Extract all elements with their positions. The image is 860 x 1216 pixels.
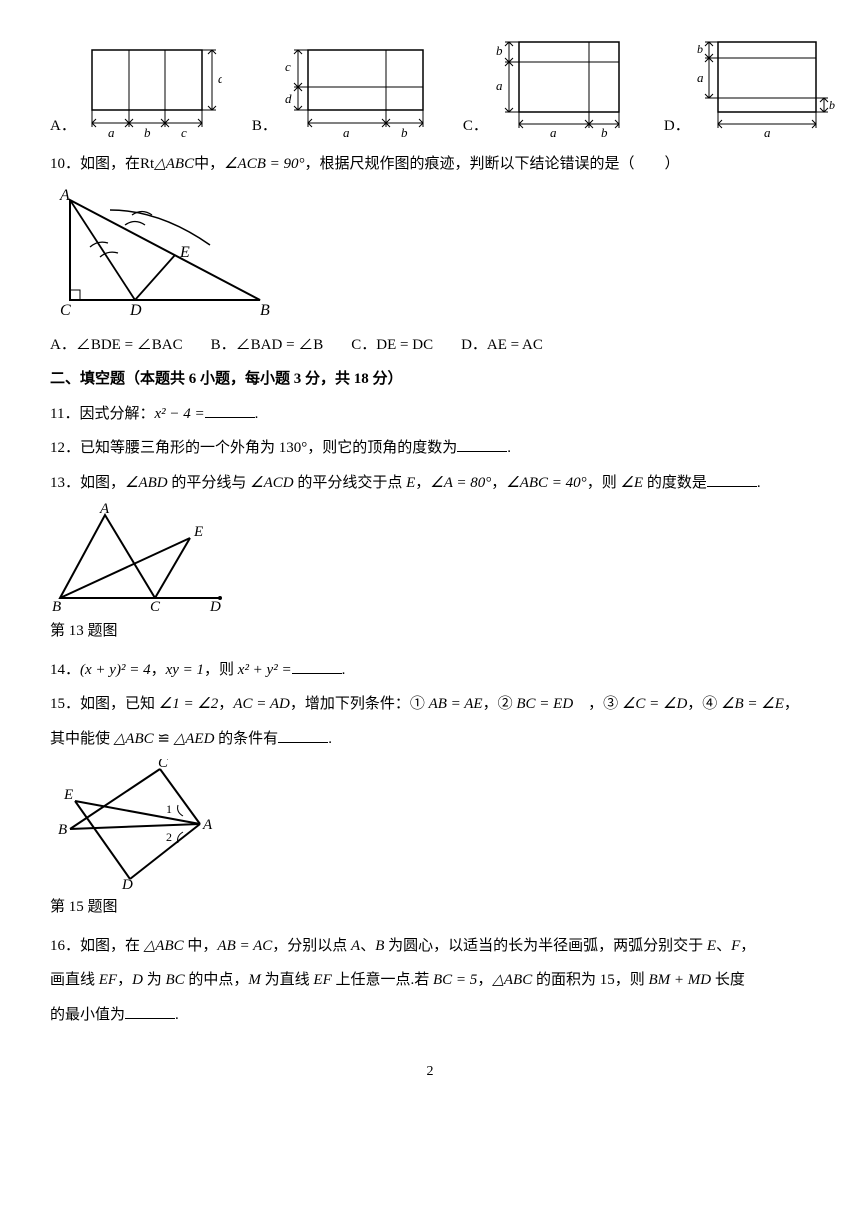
svg-text:A: A (59, 187, 70, 204)
svg-text:E: E (179, 244, 190, 261)
svg-text:B: B (52, 599, 61, 613)
q9-option-B: B． c d a b (252, 45, 433, 140)
q9-diagram-D: b a a b (696, 40, 836, 140)
svg-text:a: a (697, 70, 704, 85)
q15-line2: 其中能使 △ABC ≌ △AED 的条件有. (50, 725, 810, 754)
q12: 12．已知等腰三角形的一个外角为 130°，则它的顶角的度数为. (50, 434, 810, 463)
blank (125, 1004, 175, 1019)
q11: 11．因式分解：x² − 4 =. (50, 400, 810, 429)
page-number: 2 (50, 1059, 810, 1086)
q9-diagram-C: b a a b (494, 40, 634, 140)
q16-line3: 的最小值为. (50, 1001, 810, 1030)
q9-diagram-A: a b c d (82, 45, 222, 140)
blank (278, 728, 328, 743)
q13: 13．如图，∠ABD 的平分线与 ∠ACD 的平分线交于点 E，∠A = 80°… (50, 469, 810, 498)
section-2-title: 二、填空题（本题共 6 小题，每小题 3 分，共 18 分） (50, 365, 810, 394)
svg-text:C: C (150, 599, 161, 613)
svg-text:E: E (63, 787, 73, 803)
svg-text:A: A (99, 503, 110, 517)
svg-text:b: b (829, 98, 835, 112)
q9-option-A: A． a b c d (50, 45, 222, 140)
svg-text:a: a (343, 125, 350, 140)
q16-line1: 16．如图，在 △ABC 中，AB = AC，分别以点 A、B 为圆心，以适当的… (50, 932, 810, 961)
blank (205, 403, 255, 418)
svg-text:a: a (108, 125, 115, 140)
svg-text:a: a (764, 125, 771, 140)
svg-text:D: D (209, 599, 221, 613)
q15-figure: A B C D E 1 2 (50, 759, 230, 889)
svg-text:b: b (144, 125, 151, 140)
blank (707, 472, 757, 487)
svg-text:c: c (285, 59, 291, 74)
opt-label: A． (50, 112, 76, 141)
q9-options: A． a b c d (50, 40, 810, 140)
opt-label: C． (463, 112, 488, 141)
q10-choice-C: C．DE = DC (351, 331, 433, 360)
svg-text:C: C (158, 759, 169, 771)
q10-figure: A B C D E (50, 185, 280, 325)
q13-figure: A B C D E (50, 503, 230, 613)
q10-text: 10．如图，在Rt△ABC中，∠ACB = 90°，根据尺规作图的痕迹，判断以下… (50, 150, 810, 179)
svg-text:E: E (193, 524, 203, 540)
svg-text:1: 1 (166, 802, 172, 816)
q10-choices: A．∠BDE = ∠BAC B．∠BAD = ∠B C．DE = DC D．AE… (50, 331, 810, 360)
svg-text:c: c (181, 125, 187, 140)
svg-text:b: b (697, 42, 703, 56)
q16-line2: 画直线 EF，D 为 BC 的中点，M 为直线 EF 上任意一点.若 BC = … (50, 966, 810, 995)
svg-text:d: d (285, 91, 292, 106)
blank (457, 437, 507, 452)
opt-label: B． (252, 112, 277, 141)
svg-text:D: D (121, 877, 133, 889)
q10-choice-D: D．AE = AC (461, 331, 543, 360)
svg-text:b: b (496, 43, 503, 58)
svg-text:2: 2 (166, 830, 172, 844)
q9-option-D: D． b a a (664, 40, 836, 140)
svg-text:a: a (496, 78, 503, 93)
svg-text:B: B (58, 822, 67, 838)
svg-text:b: b (601, 125, 608, 140)
q14: 14．(x + y)² = 4，xy = 1，则 x² + y² =. (50, 656, 810, 685)
opt-label: D． (664, 112, 690, 141)
svg-text:b: b (401, 125, 408, 140)
q15-line1: 15．如图，已知 ∠1 = ∠2，AC = AD，增加下列条件：① AB = A… (50, 690, 810, 719)
svg-text:d: d (218, 71, 222, 86)
q10-choice-B: B．∠BAD = ∠B (211, 331, 324, 360)
blank (292, 659, 342, 674)
q13-caption: 第 13 题图 (50, 617, 810, 646)
q15-caption: 第 15 题图 (50, 893, 810, 922)
svg-text:a: a (550, 125, 557, 140)
svg-text:D: D (129, 302, 142, 319)
svg-text:A: A (202, 817, 213, 833)
svg-text:C: C (60, 302, 71, 319)
q9-option-C: C． b a a b (463, 40, 634, 140)
q10-choice-A: A．∠BDE = ∠BAC (50, 331, 183, 360)
svg-text:B: B (260, 302, 270, 319)
q9-diagram-B: c d a b (283, 45, 433, 140)
